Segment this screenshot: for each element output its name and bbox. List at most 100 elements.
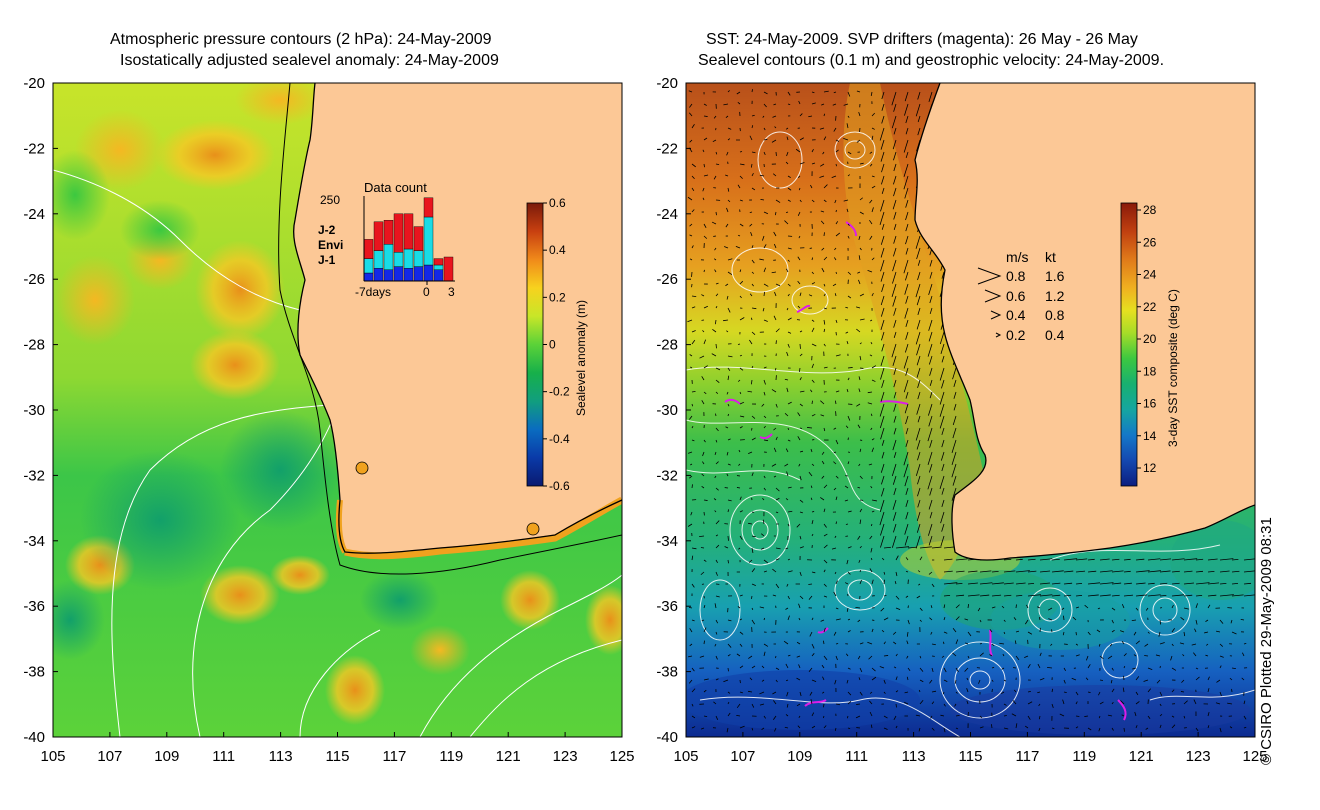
left-colorbar: 0.6 0.4 0.2 0 -0.2 -0.4 -0.6 Sealevel anomaly … <box>526 196 588 493</box>
x-tick-label: 119 <box>439 748 463 765</box>
data-count-bar-j1 <box>363 272 374 282</box>
colorbar-tick-label: 16 <box>1143 397 1157 411</box>
colorbar-tick-label: 22 <box>1143 300 1157 314</box>
y-tick-label: -30 <box>656 402 678 419</box>
y-tick-label: -30 <box>23 402 45 419</box>
velocity-row-kt: 0.8 <box>1045 307 1065 323</box>
velocity-row-kt: 1.6 <box>1045 268 1065 284</box>
x-tick-label: 113 <box>269 748 293 765</box>
colorbar-tick-label: 24 <box>1143 268 1157 282</box>
x-tick-label: 125 <box>1242 748 1267 765</box>
data-count-ymax: 250 <box>320 193 340 207</box>
y-tick-label: -34 <box>23 533 45 550</box>
data-count-bars <box>363 197 454 282</box>
velocity-row-ms: 0.2 <box>1006 327 1026 343</box>
y-tick-label: -20 <box>23 75 45 92</box>
right-title-line1: SST: 24-May-2009. SVP drifters (magenta)… <box>706 31 1138 48</box>
x-tick-label: 113 <box>902 748 926 765</box>
colorbar-tick-label: 12 <box>1143 461 1157 475</box>
data-count-bar-j2 <box>423 197 434 218</box>
right-colorbar-label: 3-day SST composite (deg C) <box>1166 289 1180 447</box>
data-count-bar-j2 <box>363 239 374 259</box>
right-axes: 105 107 109 111 113 115 117 119 121 123 125 -20 -22 -… <box>656 75 1267 765</box>
y-tick-label: -24 <box>23 206 45 223</box>
colorbar-tick-label: -0.6 <box>549 479 570 493</box>
colorbar-tick-label: -0.2 <box>549 385 570 399</box>
x-tick-label: 111 <box>845 748 868 765</box>
colorbar-tick-label: 0.2 <box>549 290 566 304</box>
data-count-bar-j2 <box>413 226 424 251</box>
colorbar-tick-label: -0.4 <box>549 432 570 446</box>
x-tick-label: 107 <box>97 748 122 765</box>
colorbar-tick-label: 26 <box>1143 235 1157 249</box>
velocity-row-ms: 0.6 <box>1006 288 1026 304</box>
x-tick-label: 111 <box>212 748 235 765</box>
right-colorbar: 28 26 24 22 20 18 16 14 12 3-day SST composite (… <box>1120 202 1180 487</box>
x-tick-label: 109 <box>154 748 179 765</box>
data-count-bar-j1 <box>373 268 384 282</box>
credit-text: © CSIRO Plotted 29-May-2009 08:31 <box>1258 517 1275 765</box>
colorbar-tick-label: 14 <box>1143 429 1157 443</box>
velocity-row-ms: 0.8 <box>1006 268 1026 284</box>
y-tick-label: -28 <box>656 337 678 354</box>
x-tick-label: 121 <box>1129 748 1154 765</box>
velocity-legend: m/s kt 0.8 1.6 0.6 1.2 0.4 0.8 0.2 0.4 <box>977 249 1065 343</box>
data-count-bar-envi <box>393 251 404 267</box>
y-tick-label: -38 <box>23 664 45 681</box>
right-map <box>686 83 1255 737</box>
data-count-bar-j1 <box>393 266 404 282</box>
x-tick-label: 123 <box>1186 748 1211 765</box>
data-count-xlabel-end: 3 <box>448 285 455 299</box>
left-title-line1: Atmospheric pressure contours (2 hPa): 2… <box>110 31 492 48</box>
legend-envi: Envi <box>318 238 343 252</box>
colorbar-tick-label: 18 <box>1143 364 1157 378</box>
right-title-line2: Sealevel contours (0.1 m) and geostrophi… <box>698 52 1165 69</box>
right-land-mass <box>915 83 1255 560</box>
x-tick-label: 123 <box>553 748 578 765</box>
data-count-title: Data count <box>364 180 427 195</box>
data-count-bar-envi <box>363 258 374 274</box>
right-coastline <box>914 83 1255 561</box>
colorbar-tick-label: 0.6 <box>549 196 566 210</box>
data-count-bar-envi <box>403 248 414 269</box>
data-count-xlabel-zero: 0 <box>423 285 430 299</box>
data-count-bar-j2 <box>443 256 454 282</box>
sealevel-contours <box>686 131 1255 737</box>
x-tick-label: 125 <box>609 748 634 765</box>
velocity-legend-header-ms: m/s <box>1006 249 1029 265</box>
data-count-bar-j1 <box>433 269 444 282</box>
colorbar-tick-label: 28 <box>1143 203 1157 217</box>
legend-j2: J-2 <box>318 223 336 237</box>
y-tick-label: -40 <box>656 729 678 746</box>
velocity-legend-header-kt: kt <box>1045 249 1056 265</box>
y-tick-label: -26 <box>656 271 678 288</box>
x-tick-label: 105 <box>673 748 698 765</box>
left-axes: 105 107 109 111 113 115 117 119 121 123 125 -20 -22 -… <box>23 75 634 765</box>
y-tick-label: -40 <box>23 729 45 746</box>
left-coastline <box>293 83 622 554</box>
data-count-bar-j2 <box>373 221 384 251</box>
data-count-xlabel-start: -7days <box>355 285 391 299</box>
x-tick-label: 105 <box>40 748 65 765</box>
data-count-bar-j1 <box>403 268 414 282</box>
station-marker <box>526 522 540 536</box>
left-title-line2: Isostatically adjusted sealevel anomaly:… <box>120 52 499 69</box>
y-tick-label: -20 <box>656 75 678 92</box>
colorbar-tick-label: 20 <box>1143 332 1157 346</box>
left-map <box>53 83 622 737</box>
velocity-row-ms: 0.4 <box>1006 307 1026 323</box>
data-count-bar-j1 <box>413 266 424 282</box>
left-colorbar-label: Sealevel anomaly (m) <box>574 300 588 416</box>
station-marker <box>355 461 369 475</box>
y-tick-label: -36 <box>656 598 678 615</box>
data-count-bar-envi <box>413 250 424 267</box>
velocity-row-kt: 1.2 <box>1045 288 1065 304</box>
x-tick-label: 107 <box>730 748 755 765</box>
x-tick-label: 117 <box>1015 748 1039 765</box>
y-tick-label: -24 <box>656 206 678 223</box>
data-count-bar-envi <box>383 243 394 270</box>
data-count-bar-j2 <box>383 219 394 245</box>
data-count-bar-envi <box>373 250 384 269</box>
data-count-bar-j2 <box>403 213 414 250</box>
